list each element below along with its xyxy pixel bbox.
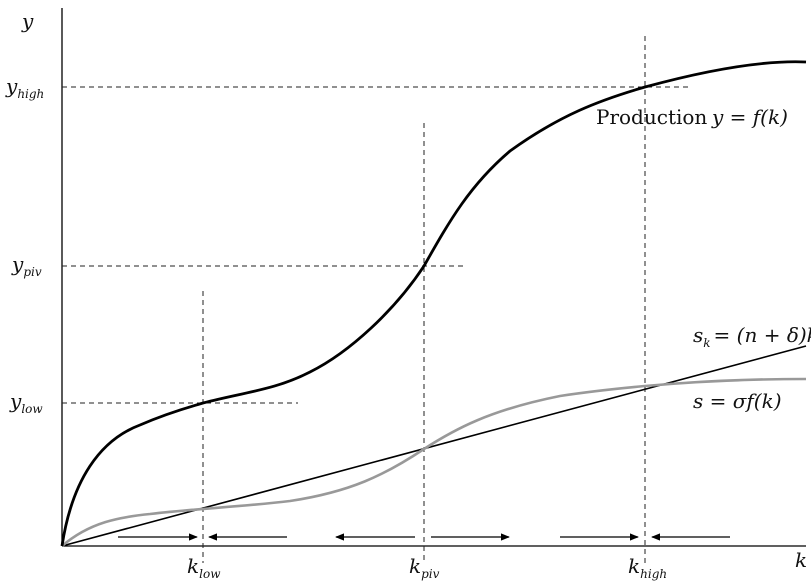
y-piv-label: ypiv (11, 252, 42, 279)
saving-label: s = σf(k) (693, 389, 782, 413)
production-curve (60, 60, 807, 547)
y-low-label: ylow (9, 389, 43, 416)
requirement-label: sk = (n + δ)k (693, 323, 811, 350)
k-piv-label: kpiv (409, 554, 440, 581)
x-axis-label: k (795, 548, 807, 572)
y-axis-label: y (21, 9, 34, 33)
y-high-label: yhigh (5, 74, 44, 101)
k-low-label: klow (187, 554, 221, 581)
saving-curve (61, 377, 807, 547)
requirement-line (61, 345, 807, 547)
k-high-label: khigh (628, 554, 667, 581)
production-label-eq: y = f(k) (711, 105, 788, 129)
production-label-word: Production (596, 105, 707, 129)
